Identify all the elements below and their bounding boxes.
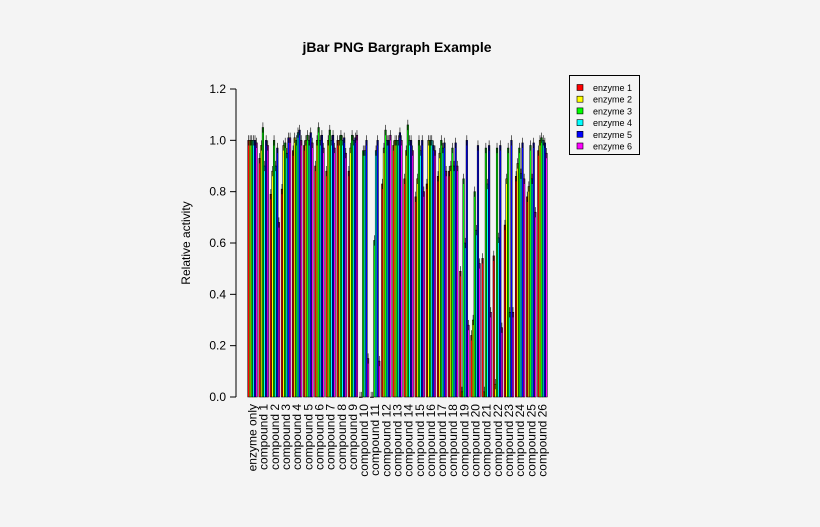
y-axis: 0.0 0.2 0.4 0.6 0.8 1.0 1.2 xyxy=(209,82,237,404)
x-tick-label: compound 20 xyxy=(469,404,483,477)
x-tick-label: compound 21 xyxy=(480,404,494,477)
bar-enzyme-6 xyxy=(422,191,425,398)
bar-enzyme-6 xyxy=(255,142,258,398)
legend-label: enzyme 2 xyxy=(593,95,632,105)
legend-label: enzyme 4 xyxy=(593,118,632,128)
bar-enzyme-6 xyxy=(411,150,414,398)
bar-enzyme-6 xyxy=(367,358,370,398)
legend-swatch xyxy=(576,107,584,115)
x-tick-label: compound 13 xyxy=(391,404,405,477)
x-tick-label: compound 19 xyxy=(457,404,471,477)
bar-enzyme-6 xyxy=(534,211,537,398)
x-tick-label: compound 26 xyxy=(535,404,549,477)
bar-enzyme-6 xyxy=(266,145,269,398)
bar-enzyme-6 xyxy=(545,152,548,398)
y-tick-label: 0.2 xyxy=(209,339,226,353)
y-tick-label: 0.6 xyxy=(209,236,226,250)
y-tick-label: 0.4 xyxy=(209,287,226,301)
bar-enzyme-6 xyxy=(511,312,515,398)
bar-enzyme-6 xyxy=(467,324,470,398)
x-tick-label: compound 7 xyxy=(324,404,338,470)
bar-enzyme-6 xyxy=(289,137,292,398)
bar-enzyme-6 xyxy=(500,327,503,398)
legend-swatch xyxy=(576,95,584,103)
legend-label: enzyme 6 xyxy=(593,142,632,152)
x-tick-label: compound 23 xyxy=(502,404,516,477)
x-tick-label: compound 16 xyxy=(424,404,438,477)
bar-enzyme-5 xyxy=(376,140,379,398)
y-tick-label: 1.0 xyxy=(209,133,226,147)
legend-label: enzyme 3 xyxy=(593,106,632,116)
bar-enzyme-6 xyxy=(489,312,492,398)
bar-enzyme-6 xyxy=(322,147,325,398)
bar-enzyme-6 xyxy=(433,150,437,398)
bar-enzyme-1 xyxy=(459,270,462,398)
x-tick-label: compound 5 xyxy=(301,404,315,470)
x-tick-label: compound 1 xyxy=(257,404,271,470)
legend-swatch xyxy=(576,142,584,150)
bar-enzyme-6 xyxy=(378,360,381,398)
x-tick-label: compound 12 xyxy=(379,404,393,477)
x-tick-label: compound 9 xyxy=(346,404,360,470)
x-tick-label: compound 6 xyxy=(312,404,326,470)
legend-swatch xyxy=(576,84,584,91)
bar-enzyme-6 xyxy=(355,134,359,398)
x-tick-label: compound 24 xyxy=(513,404,527,477)
legend-label: enzyme 5 xyxy=(593,130,632,140)
bar-enzyme-6 xyxy=(300,140,303,398)
x-tick-label: compound 25 xyxy=(524,404,538,477)
x-tick-label: compound 10 xyxy=(357,404,371,477)
x-tick-label: compound 3 xyxy=(279,404,293,470)
y-axis-label: Relative activity xyxy=(179,201,193,284)
bar-enzyme-6 xyxy=(456,165,459,398)
bar-enzyme-1 xyxy=(481,258,484,398)
bar-enzyme-6 xyxy=(389,134,392,398)
x-tick-label: compound 8 xyxy=(335,404,349,470)
bar-enzyme-6 xyxy=(311,142,314,398)
x-tick-label: compound 15 xyxy=(413,404,427,477)
bar-enzyme-1 xyxy=(492,255,495,398)
y-tick-label: 1.2 xyxy=(209,82,226,96)
x-tick-label: enzyme only xyxy=(246,404,260,471)
x-tick-label: compound 18 xyxy=(446,404,460,477)
legend-label: enzyme 1 xyxy=(593,83,632,93)
y-tick-label: 0.0 xyxy=(209,390,226,404)
y-tick-label: 0.8 xyxy=(209,185,226,199)
x-tick-label: compound 14 xyxy=(402,404,416,477)
x-tick-label: compound 11 xyxy=(368,404,382,476)
bar-enzyme-6 xyxy=(400,140,403,398)
bar-enzyme-6 xyxy=(277,222,280,398)
x-tick-label: compound 4 xyxy=(290,404,304,470)
chart-title: jBar PNG Bargraph Example xyxy=(301,39,491,55)
bar-enzyme-6 xyxy=(478,263,481,398)
bar-enzyme-6 xyxy=(344,152,347,398)
x-tick-label: compound 2 xyxy=(268,404,282,470)
bar-enzyme-6 xyxy=(333,147,336,398)
legend-swatch xyxy=(576,131,584,138)
bars xyxy=(247,119,548,398)
bar-enzyme-6 xyxy=(445,170,448,398)
legend-swatch xyxy=(576,119,584,126)
x-tick-label: compound 22 xyxy=(491,404,505,477)
x-tick-label: compound 17 xyxy=(435,404,449,477)
bar-enzyme-6 xyxy=(523,178,526,398)
